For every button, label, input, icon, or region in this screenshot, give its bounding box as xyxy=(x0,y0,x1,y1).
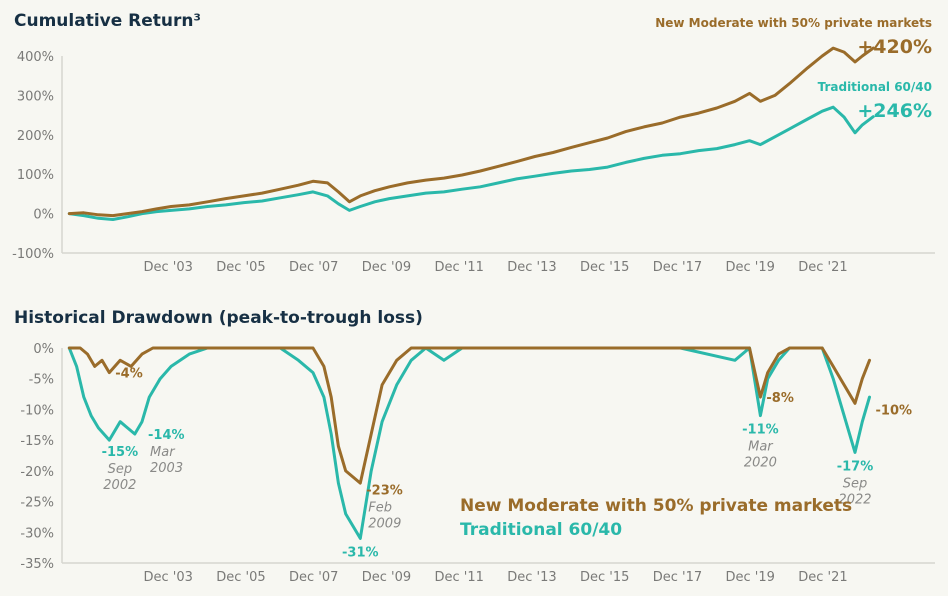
annotation-date: Mar xyxy=(150,445,176,460)
drawdown-title: Historical Drawdown (peak-to-trough loss… xyxy=(14,308,423,328)
x-tick-label: Dec '15 xyxy=(580,260,629,275)
x-tick-label: Dec '13 xyxy=(507,570,556,585)
private-markets-line xyxy=(67,46,875,218)
traditional-end-value: +246% xyxy=(857,100,932,122)
y-tick-label: 0% xyxy=(33,342,54,357)
cumulative-return-title: Cumulative Return³ xyxy=(14,11,201,31)
x-tick-label: Dec '03 xyxy=(144,570,193,585)
y-tick-label: -30% xyxy=(20,526,54,541)
annotation-value: -11% xyxy=(742,423,779,438)
x-tick-label: Dec '07 xyxy=(289,260,338,275)
x-tick-label: Dec '05 xyxy=(216,570,265,585)
annotation-value: -4% xyxy=(115,367,142,382)
traditional-60-40-line xyxy=(67,105,875,221)
x-tick-label: Dec '19 xyxy=(726,570,775,585)
y-tick-label: 0% xyxy=(33,208,54,223)
y-tick-label: 100% xyxy=(17,168,54,183)
traditional-series-label: Traditional 60/40 xyxy=(818,80,932,94)
y-tick-label: -20% xyxy=(20,465,54,480)
private-end-value: +420% xyxy=(857,36,932,58)
annotation-date: Feb xyxy=(368,500,392,515)
y-tick-label: 200% xyxy=(17,129,54,144)
x-tick-label: Dec '07 xyxy=(289,570,338,585)
annotation-value: -10% xyxy=(876,403,913,418)
y-tick-label: 300% xyxy=(17,89,54,104)
y-tick-label: 400% xyxy=(17,50,54,65)
annotation-value: -15% xyxy=(102,445,139,460)
annotation-value: -23% xyxy=(366,483,403,498)
legend-traditional: Traditional 60/40 xyxy=(460,520,622,540)
legend-private: New Moderate with 50% private markets xyxy=(460,496,852,516)
top-series-lines xyxy=(67,46,875,221)
annotation-date: 2022 xyxy=(838,492,871,507)
x-tick-label: Dec '11 xyxy=(435,260,484,275)
x-tick-label: Dec '21 xyxy=(798,570,847,585)
x-tick-label: Dec '11 xyxy=(435,570,484,585)
annotation-date: 2003 xyxy=(150,461,183,476)
annotation-date: Sep xyxy=(108,462,133,477)
traditional-60-40-line xyxy=(67,346,871,540)
x-tick-label: Dec '17 xyxy=(653,260,702,275)
annotation-date: 2002 xyxy=(103,478,136,493)
annotation-date: 2020 xyxy=(744,456,777,471)
y-tick-label: -10% xyxy=(20,403,54,418)
y-tick-label: -25% xyxy=(20,496,54,511)
x-tick-label: Dec '09 xyxy=(362,570,411,585)
x-tick-label: Dec '03 xyxy=(144,260,193,275)
annotation-value: -14% xyxy=(148,428,185,443)
y-tick-label: -15% xyxy=(20,434,54,449)
y-tick-label: -35% xyxy=(20,557,54,572)
y-tick-label: -5% xyxy=(29,373,54,388)
annotation-value: -31% xyxy=(342,545,379,560)
bottom-axes: -35% -30% -25% -20% -15% -10% -5% 0% Dec '03 Dec … xyxy=(20,342,935,585)
annotation-date: Mar xyxy=(748,440,774,455)
x-tick-label: Dec '13 xyxy=(507,260,556,275)
top-axes: -100% 0% 100% 200% 300% 400% Dec '03 Dec '05 Dec… xyxy=(12,50,935,275)
private-series-label: New Moderate with 50% private markets xyxy=(655,16,932,30)
y-tick-label: -100% xyxy=(12,247,54,262)
annotation-value: -8% xyxy=(766,391,793,406)
bottom-series-lines xyxy=(67,346,871,540)
drawdown-annotations: -15%Sep2002-14%Mar2003-4%-31%-23%Feb2009… xyxy=(102,367,912,561)
x-tick-label: Dec '15 xyxy=(580,570,629,585)
x-tick-label: Dec '21 xyxy=(798,260,847,275)
private-markets-line xyxy=(67,346,871,485)
annotation-date: Sep xyxy=(843,476,868,491)
x-tick-label: Dec '09 xyxy=(362,260,411,275)
x-tick-label: Dec '17 xyxy=(653,570,702,585)
annotation-value: -17% xyxy=(837,459,874,474)
x-tick-label: Dec '19 xyxy=(726,260,775,275)
annotation-date: 2009 xyxy=(368,516,401,531)
x-tick-label: Dec '05 xyxy=(216,260,265,275)
